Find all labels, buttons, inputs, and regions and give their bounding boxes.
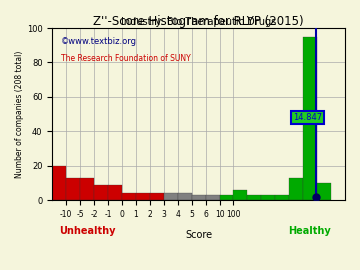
Y-axis label: Number of companies (208 total): Number of companies (208 total) [15,50,24,178]
Bar [206,195,220,200]
Text: The Research Foundation of SUNY: The Research Foundation of SUNY [61,54,191,63]
Text: Industry: Bio Therapeutic Drugs: Industry: Bio Therapeutic Drugs [121,17,276,27]
X-axis label: Score: Score [185,230,212,240]
Bar [303,37,317,200]
Bar [178,193,192,200]
Bar [275,195,289,200]
Bar [164,193,178,200]
Bar [247,195,261,200]
Bar [234,190,247,200]
Bar [289,178,303,200]
Bar [52,166,66,200]
Bar [317,183,331,200]
Text: ©www.textbiz.org: ©www.textbiz.org [61,37,137,46]
Bar [94,185,108,200]
Bar [108,185,122,200]
Text: 14.847: 14.847 [293,113,322,122]
Bar [136,193,150,200]
Title: Z''-Score Histogram for RLYP (2015): Z''-Score Histogram for RLYP (2015) [93,15,304,28]
Bar [66,178,80,200]
Bar [150,193,164,200]
Bar [192,195,206,200]
Bar [220,195,234,200]
Bar [261,195,275,200]
Bar [122,193,136,200]
Text: Healthy: Healthy [288,226,331,236]
Bar [80,178,94,200]
Text: Unhealthy: Unhealthy [59,226,116,236]
